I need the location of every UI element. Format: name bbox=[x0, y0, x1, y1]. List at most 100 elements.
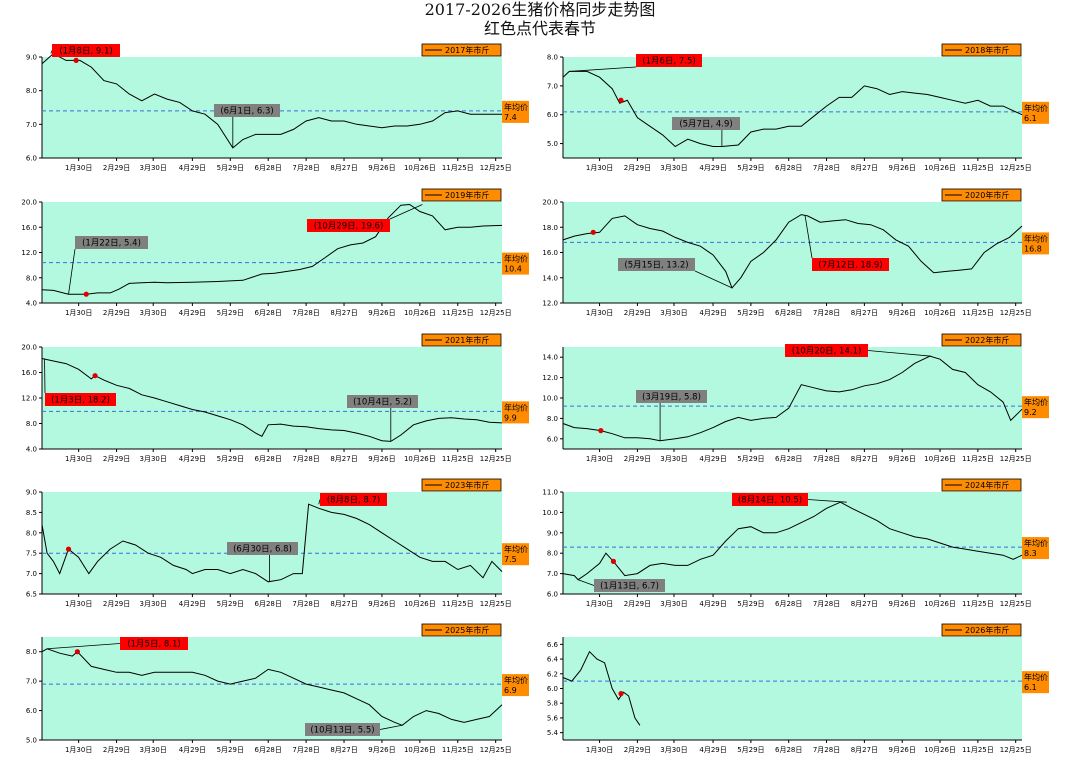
spring-festival-dot bbox=[92, 373, 98, 379]
annotation-leader bbox=[68, 248, 76, 295]
x-tick-label: 10月26日 bbox=[404, 164, 436, 172]
annotation-label: (10月13日, 5.5) bbox=[310, 726, 374, 736]
x-tick-label: 6月28日 bbox=[775, 746, 802, 754]
price-series-line bbox=[562, 650, 641, 726]
annotation-box bbox=[305, 723, 380, 736]
legend-label: 2021年市斤 bbox=[445, 335, 489, 345]
x-tick-label: 10月26日 bbox=[404, 309, 436, 317]
x-tick-label: 4月29日 bbox=[699, 455, 726, 463]
x-tick-label: 11月25日 bbox=[442, 309, 474, 317]
average-label-title: 年均价 bbox=[1024, 397, 1048, 407]
x-tick-label: 11月25日 bbox=[962, 746, 994, 754]
annotation-label: (10月4日, 5.2) bbox=[353, 398, 412, 408]
chart-title: 2017-2026生猪价格同步走势图 bbox=[424, 0, 656, 19]
average-label-title: 年均价 bbox=[504, 402, 528, 412]
x-tick-label: 4月29日 bbox=[699, 746, 726, 754]
x-tick-label: 8月27日 bbox=[330, 164, 357, 172]
average-label-box bbox=[1022, 232, 1049, 255]
annotation-leader bbox=[577, 579, 595, 586]
x-tick-label: 10月26日 bbox=[404, 455, 436, 463]
y-tick-label: 8.0 bbox=[547, 54, 558, 62]
x-tick-label: 6月28日 bbox=[775, 455, 802, 463]
x-tick-label: 3月30日 bbox=[140, 164, 167, 172]
x-tick-label: 7月28日 bbox=[292, 164, 319, 172]
annotation-label: (1月6日, 7.5) bbox=[642, 57, 695, 67]
annotation-leader bbox=[867, 350, 932, 357]
spring-festival-dot bbox=[83, 291, 89, 297]
x-tick-label: 4月29日 bbox=[179, 600, 206, 608]
price-series-line bbox=[562, 70, 1023, 148]
annotation-box bbox=[785, 344, 868, 357]
average-label-box bbox=[502, 252, 529, 275]
chart-panel: 6.0 7.0 8.0 9.0 1月30日 2月29日 3月30日 4月29日 5月29日 6月2… bbox=[26, 43, 529, 172]
y-tick-label: 14.0 bbox=[542, 274, 558, 282]
x-tick-label: 5月29日 bbox=[217, 455, 244, 463]
y-tick-label: 7.0 bbox=[547, 570, 558, 578]
x-tick-label: 1月30日 bbox=[65, 164, 92, 172]
x-tick-label: 1月30日 bbox=[65, 309, 92, 317]
annotation-label: (1月22日, 5.4) bbox=[82, 239, 141, 249]
y-tick-label: 9.0 bbox=[547, 529, 558, 537]
x-tick-label: 1月30日 bbox=[65, 455, 92, 463]
y-tick-label: 11.0 bbox=[542, 489, 558, 497]
legend-label: 2017年市斤 bbox=[445, 45, 489, 55]
chart-panel: 6.0 8.0 10.0 12.0 14.0 1月30日 2月29日 3月30日 4月29日 5月… bbox=[542, 333, 1049, 463]
x-tick-label: 10月26日 bbox=[924, 455, 956, 463]
x-tick-label: 2月29日 bbox=[103, 455, 130, 463]
x-tick-label: 12月25日 bbox=[1000, 746, 1032, 754]
y-tick-label: 6.0 bbox=[547, 111, 558, 119]
x-tick-label: 9月26日 bbox=[889, 746, 916, 754]
y-tick-label: 5.0 bbox=[547, 140, 558, 148]
y-tick-label: 18.0 bbox=[542, 224, 558, 232]
plot-area bbox=[563, 492, 1022, 594]
x-tick-label: 6月28日 bbox=[775, 309, 802, 317]
price-series-line bbox=[41, 503, 503, 583]
title-block: 2017-2026生猪价格同步走势图 红色点代表春节 bbox=[0, 0, 1080, 38]
x-tick-label: 8月27日 bbox=[851, 600, 878, 608]
annotation-label: (1月8日, 9.1) bbox=[59, 47, 112, 57]
average-label-title: 年均价 bbox=[1024, 538, 1048, 548]
average-label-title: 年均价 bbox=[504, 544, 528, 554]
y-tick-label: 7.5 bbox=[26, 550, 37, 558]
price-series-line bbox=[41, 358, 503, 442]
x-tick-label: 2月29日 bbox=[624, 600, 651, 608]
x-tick-label: 3月30日 bbox=[660, 164, 687, 172]
legend-box bbox=[941, 623, 1022, 637]
average-label-value: 9.9 bbox=[504, 413, 517, 422]
average-label-box bbox=[502, 674, 529, 697]
x-tick-label: 10月26日 bbox=[404, 600, 436, 608]
x-tick-label: 5月29日 bbox=[737, 309, 764, 317]
legend-label: 2026年市斤 bbox=[965, 625, 1009, 635]
x-tick-label: 9月26日 bbox=[368, 309, 395, 317]
y-tick-label: 20.0 bbox=[21, 199, 37, 207]
x-tick-label: 7月28日 bbox=[292, 309, 319, 317]
x-tick-label: 2月29日 bbox=[624, 455, 651, 463]
average-label-value: 7.5 bbox=[504, 555, 517, 564]
price-series-line bbox=[41, 203, 503, 295]
y-tick-label: 14.0 bbox=[542, 354, 558, 362]
x-tick-label: 5月29日 bbox=[737, 164, 764, 172]
chart-panel: 5.4 5.6 5.8 6.0 6.2 6.4 6.6 1月30日 2月29日 3月30日 4月29… bbox=[547, 623, 1049, 754]
y-tick-label: 12.0 bbox=[542, 300, 558, 308]
annotation-box bbox=[307, 219, 390, 232]
y-tick-label: 8.0 bbox=[26, 274, 37, 282]
x-tick-label: 2月29日 bbox=[624, 309, 651, 317]
x-tick-label: 2月29日 bbox=[103, 746, 130, 754]
annotation-leader bbox=[569, 66, 637, 72]
x-tick-label: 5月29日 bbox=[737, 455, 764, 463]
x-tick-label: 11月25日 bbox=[442, 746, 474, 754]
chart-panel: 5.0 6.0 7.0 8.0 1月30日 2月29日 3月30日 4月29日 5月29日 6月2… bbox=[547, 43, 1049, 172]
legend-box bbox=[941, 188, 1022, 202]
average-label-value: 8.3 bbox=[1024, 549, 1037, 558]
x-tick-label: 9月26日 bbox=[368, 600, 395, 608]
annotation-leader bbox=[50, 50, 53, 54]
x-tick-label: 4月29日 bbox=[179, 309, 206, 317]
x-tick-label: 8月27日 bbox=[330, 309, 357, 317]
x-tick-label: 3月30日 bbox=[660, 746, 687, 754]
x-tick-label: 5月29日 bbox=[217, 746, 244, 754]
average-label-title: 年均价 bbox=[504, 102, 528, 112]
x-tick-label: 1月30日 bbox=[586, 164, 613, 172]
price-series-line bbox=[41, 52, 502, 149]
average-label-value: 16.8 bbox=[1024, 244, 1042, 253]
x-tick-label: 4月29日 bbox=[179, 455, 206, 463]
